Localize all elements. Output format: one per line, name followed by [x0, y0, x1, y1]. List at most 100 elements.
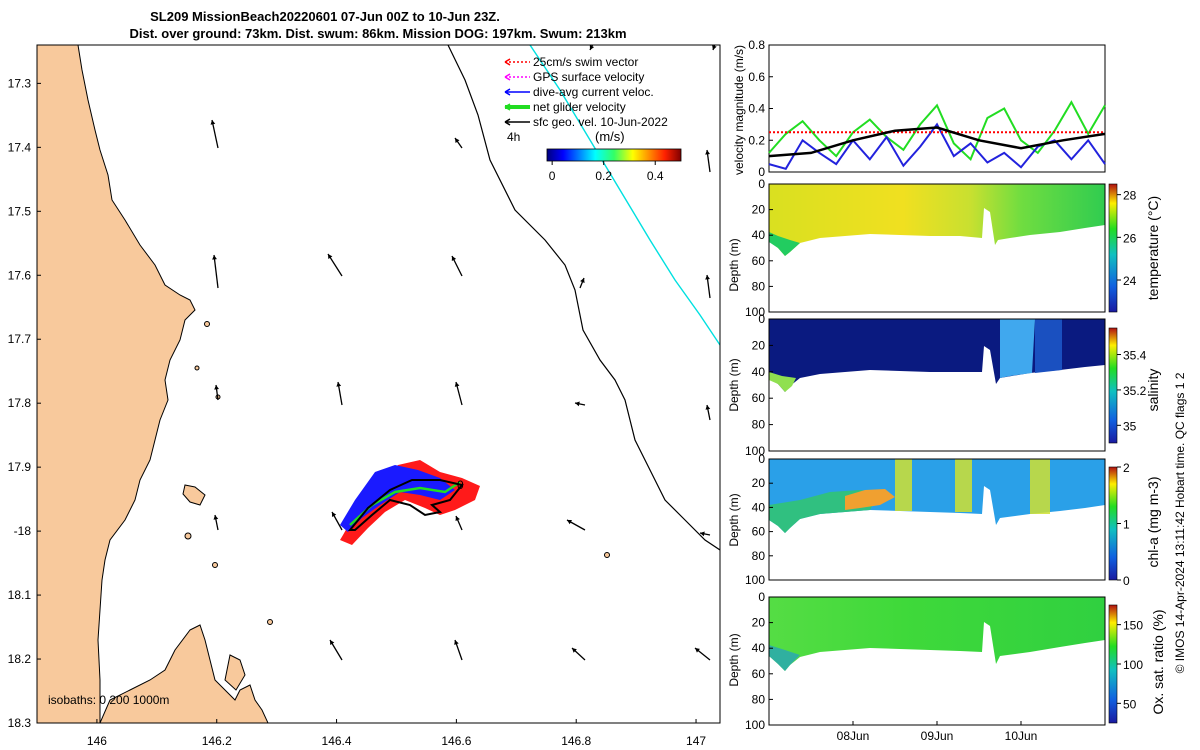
- salinity-y-axis: 0 20 40 60 80 100: [745, 312, 773, 458]
- depth-tick-label: 40: [752, 365, 766, 379]
- dive-avg-band: [340, 465, 455, 532]
- depth-tick-label: 20: [752, 338, 766, 352]
- geo-vector-arrowhead: [567, 520, 572, 525]
- salinity-panel: Depth (m) 0 20 40 60 80 100 35 35.2 35.4 salini…: [727, 312, 1161, 458]
- temperature-panel: Depth (m) 0 20 40 60 80 100 24 26 28 temperatur…: [727, 177, 1161, 319]
- geo-vector-arrowhead: [213, 515, 219, 520]
- chla-y-axis: 0 20 40 60 80 100: [745, 452, 773, 587]
- land-island-west: [182, 484, 206, 506]
- land-islet-7: [267, 619, 273, 625]
- depth-tick-label: 40: [752, 641, 766, 655]
- salinity-frame: [768, 318, 1106, 452]
- oxygen-ylabel: Depth (m): [727, 633, 741, 686]
- legend-label: GPS surface velocity: [533, 70, 644, 84]
- geo-vector-arrowhead: [589, 45, 595, 50]
- depth-tick-label: 0: [758, 452, 765, 466]
- map-colorbar: [546, 148, 682, 162]
- velocity-series-line: [768, 100, 1106, 162]
- map-x-tick-label: 146.6: [441, 734, 471, 748]
- oxygen-section: [769, 597, 1105, 671]
- colorbar-tick-label: 35.2: [1123, 384, 1147, 398]
- temperature-colorbar: [1108, 183, 1118, 313]
- colorbar-tick-label: 35.4: [1123, 349, 1147, 363]
- legend-extra-label: 4h: [507, 130, 520, 144]
- map-x-tick-label: 146.8: [561, 734, 591, 748]
- oxygen-low-patch: [769, 645, 800, 671]
- oxygen-panel: Depth (m) 0 20 40 60 80 100 08Jun 09Jun 10Jun 5…: [727, 590, 1166, 743]
- glider-track-patch: 0: [340, 460, 480, 545]
- chla-section: [769, 459, 1105, 533]
- temperature-ylabel: Depth (m): [727, 238, 741, 291]
- geostrophic-vectors: [210, 45, 717, 661]
- geo-vector-arrowhead: [451, 256, 457, 261]
- geo-vector-arrow: [213, 254, 219, 289]
- chla-yellow-columns: [895, 459, 1050, 514]
- map-colorbar-tick-label: 0: [549, 169, 556, 183]
- depth-tick-label: 60: [752, 667, 766, 681]
- legend-arrowhead: [504, 118, 511, 126]
- depth-tick-label: 0: [758, 312, 765, 326]
- map-colorbar-label: (m/s): [595, 129, 625, 144]
- velocity-panel: velocity magnitude (m/s) 0 0.2 0.4 0.6 0.8: [732, 38, 1106, 179]
- isobaths-label: isobaths: 0 200 1000m: [48, 693, 169, 707]
- geo-vector-arrowhead: [212, 255, 217, 260]
- land-island-peak: [224, 654, 246, 691]
- geo-vector-arrowhead: [705, 405, 711, 410]
- map-x-tick-label: 147: [686, 734, 706, 748]
- oxygen-y-axis: 0 20 40 60 80 100: [745, 590, 773, 732]
- geo-vector-arrowhead: [705, 150, 710, 155]
- geo-vector-arrowhead: [328, 254, 333, 259]
- temperature-frame: [768, 183, 1106, 313]
- colorbar-tick-label: 150: [1123, 619, 1143, 633]
- velocity-series: [768, 100, 1106, 170]
- depth-tick-label: 80: [752, 418, 766, 432]
- map-x-axis: 146 146.2 146.4 146.6 146.8 147: [87, 719, 706, 748]
- geo-vector-arrowhead: [695, 648, 700, 653]
- map-y-tick-label: 18.1: [8, 588, 32, 602]
- salinity-bottom-patch: [769, 372, 796, 392]
- legend-label: 25cm/s swim vector: [533, 55, 638, 69]
- date-tick-label: 09Jun: [921, 729, 954, 743]
- depth-tick-label: 100: [745, 305, 765, 319]
- geo-vector-arrowhead: [330, 640, 335, 645]
- map-y-tick-label: -18: [14, 524, 32, 538]
- map-y-tick-label: 18.2: [8, 652, 32, 666]
- map-y-tick-label: 17.6: [8, 268, 32, 282]
- depth-tick-label: 60: [752, 391, 766, 405]
- depth-tick-label: 100: [745, 444, 765, 458]
- depth-tick-label: 60: [752, 254, 766, 268]
- map-y-tick-label: 18.3: [8, 716, 32, 730]
- depth-tick-label: 100: [745, 718, 765, 732]
- legend-arrowhead: [504, 73, 511, 81]
- geo-vector-arrowhead: [580, 278, 585, 283]
- colorbar-tick-label: 24: [1123, 274, 1137, 288]
- track-label: 0: [457, 478, 464, 492]
- map-panel: 0 17.3 17.4 17.5 17.6 17.7 17.8 17.9 -18 18.1 18.…: [8, 44, 721, 748]
- depth-tick-label: 0: [758, 177, 765, 191]
- land-islet-2: [184, 532, 192, 540]
- depth-tick-label: 80: [752, 692, 766, 706]
- geo-vector-arrowhead: [712, 45, 717, 50]
- colorbar-tick-label: 2: [1123, 461, 1130, 475]
- legend-arrowhead: [504, 58, 511, 66]
- temperature-section: [769, 184, 1105, 256]
- map-y-tick-label: 17.4: [8, 140, 32, 154]
- side-note: © IMOS 14-Apr-2024 13:11:42 Hobart time.…: [1173, 372, 1187, 673]
- map-frame: [36, 44, 721, 724]
- salinity-colorbar-label: salinity: [1145, 369, 1161, 412]
- velocity-series-line: [768, 126, 1106, 158]
- oxygen-x-axis: 08Jun 09Jun 10Jun: [837, 721, 1037, 743]
- colorbar-tick-label: 0: [1123, 574, 1130, 588]
- depth-tick-label: 40: [752, 228, 766, 242]
- legend-arrowhead: [504, 88, 511, 96]
- depth-tick-label: 20: [752, 476, 766, 490]
- velocity-y-tick-label: 0.6: [748, 70, 765, 84]
- geo-vector-arrowhead: [705, 275, 710, 280]
- geo-vector-arrowhead: [332, 512, 337, 517]
- velocity-y-axis: 0 0.2 0.4 0.6 0.8: [748, 38, 773, 179]
- velocity-y-tick-label: 0.2: [748, 133, 765, 147]
- land-islet-1: [212, 562, 218, 568]
- land-islet-6: [604, 552, 610, 558]
